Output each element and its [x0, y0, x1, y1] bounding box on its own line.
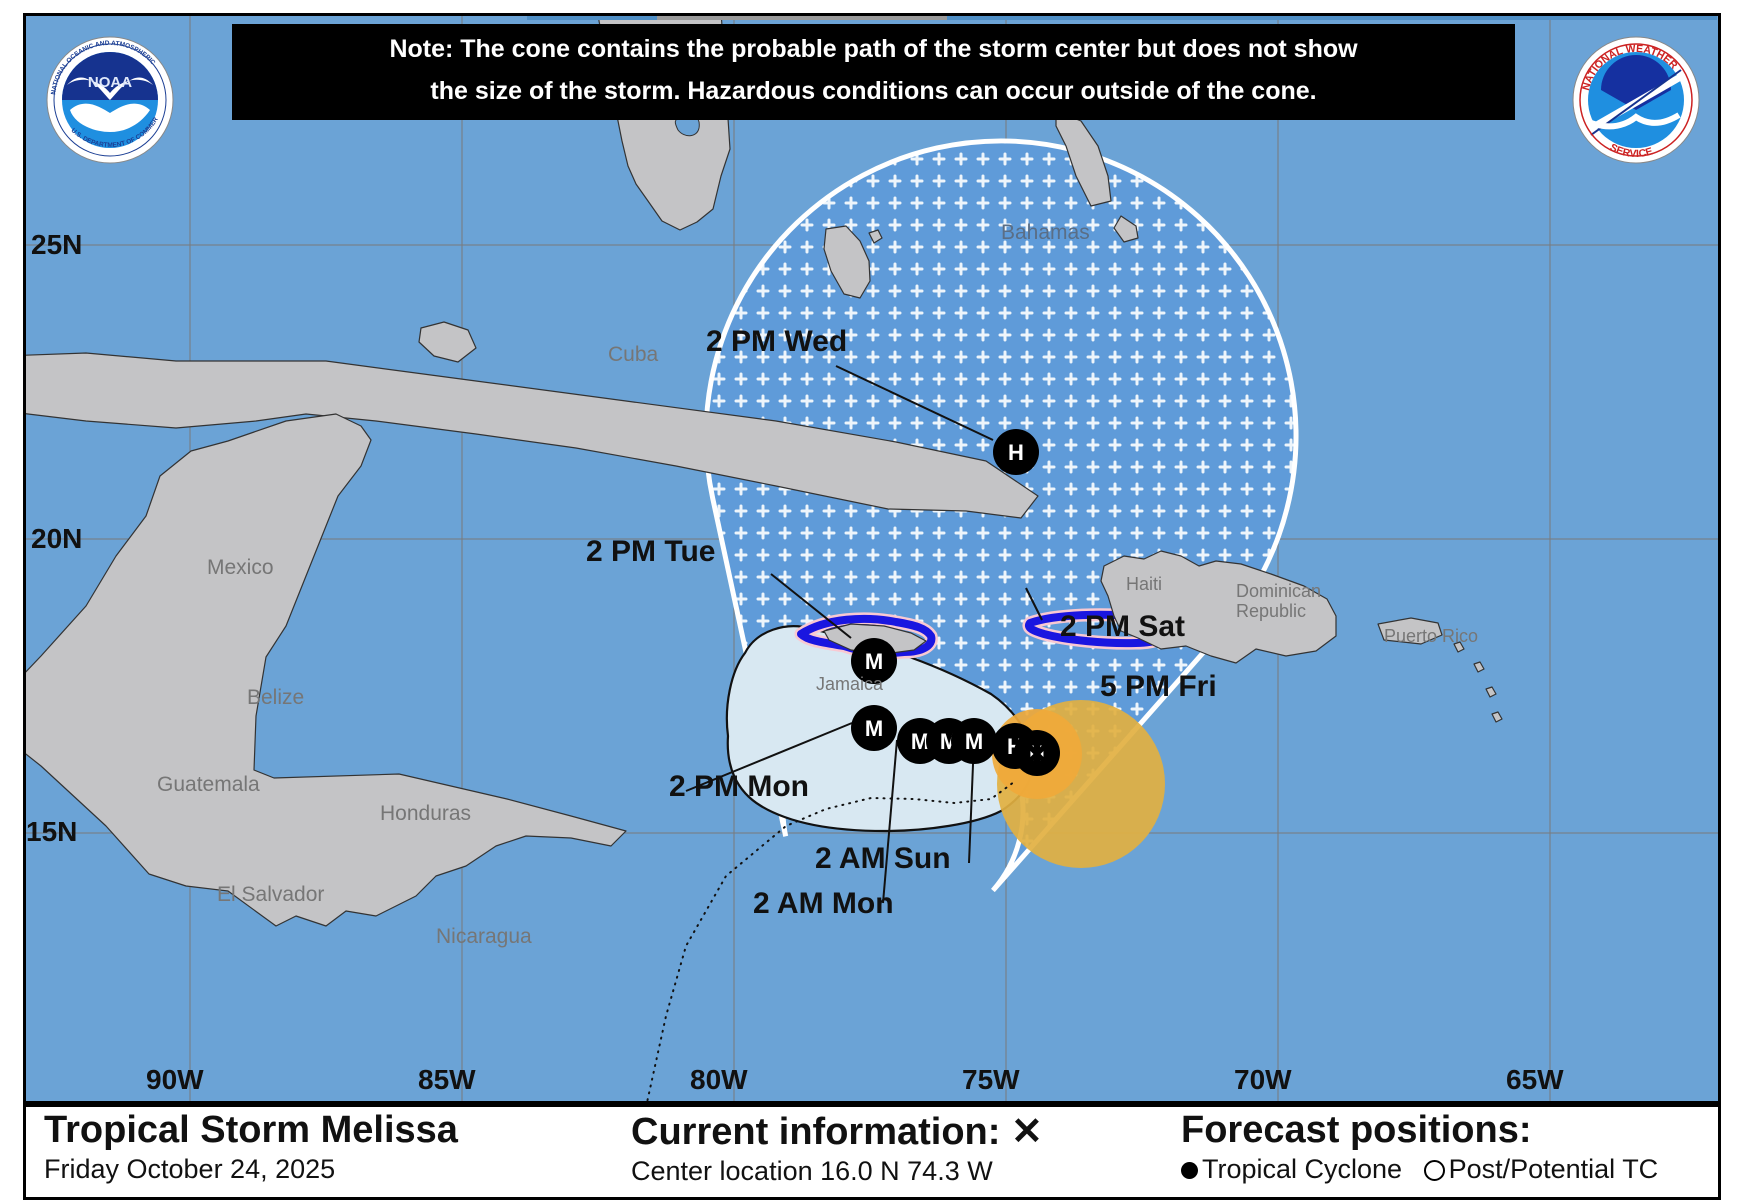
svg-text:H: H — [1008, 440, 1024, 465]
svg-text:NOAA: NOAA — [88, 74, 132, 91]
svg-text:M: M — [865, 716, 883, 741]
svg-text:M: M — [965, 729, 983, 754]
svg-text:M: M — [865, 649, 883, 674]
